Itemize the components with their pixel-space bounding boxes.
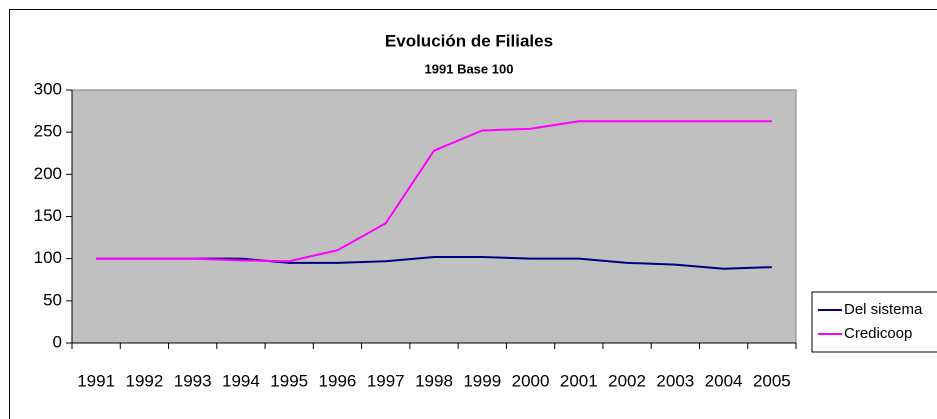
y-tick-label: 250 bbox=[34, 122, 62, 141]
x-tick-label: 2005 bbox=[753, 371, 791, 390]
y-tick-label: 50 bbox=[43, 290, 62, 309]
x-tick-label: 2004 bbox=[705, 371, 743, 390]
x-tick-label: 1993 bbox=[174, 371, 212, 390]
chart-title: Evolución de Filiales bbox=[385, 31, 553, 50]
x-tick-label: 2003 bbox=[656, 371, 694, 390]
x-tick-label: 1996 bbox=[319, 371, 357, 390]
x-tick-label: 1991 bbox=[77, 371, 115, 390]
x-tick-label: 2000 bbox=[512, 371, 550, 390]
legend-box bbox=[811, 291, 937, 353]
x-tick-label: 1999 bbox=[463, 371, 501, 390]
legend-label: Credicoop bbox=[844, 325, 912, 342]
x-tick-label: 2002 bbox=[608, 371, 646, 390]
y-tick-label: 200 bbox=[34, 164, 62, 183]
legend-label: Del sistema bbox=[844, 301, 923, 318]
x-tick-label: 1992 bbox=[125, 371, 163, 390]
x-tick-label: 1997 bbox=[367, 371, 405, 390]
y-tick-label: 300 bbox=[34, 79, 62, 98]
plot-area bbox=[71, 89, 797, 344]
y-tick-label: 150 bbox=[34, 206, 62, 225]
y-tick-label: 0 bbox=[53, 332, 62, 351]
chart-subtitle: 1991 Base 100 bbox=[425, 61, 514, 76]
series-line bbox=[96, 120, 772, 263]
x-tick-label: 1998 bbox=[415, 371, 453, 390]
x-tick-label: 1994 bbox=[222, 371, 260, 390]
x-tick-label: 1995 bbox=[270, 371, 308, 390]
x-tick-label: 2001 bbox=[560, 371, 598, 390]
y-tick-label: 100 bbox=[34, 248, 62, 267]
